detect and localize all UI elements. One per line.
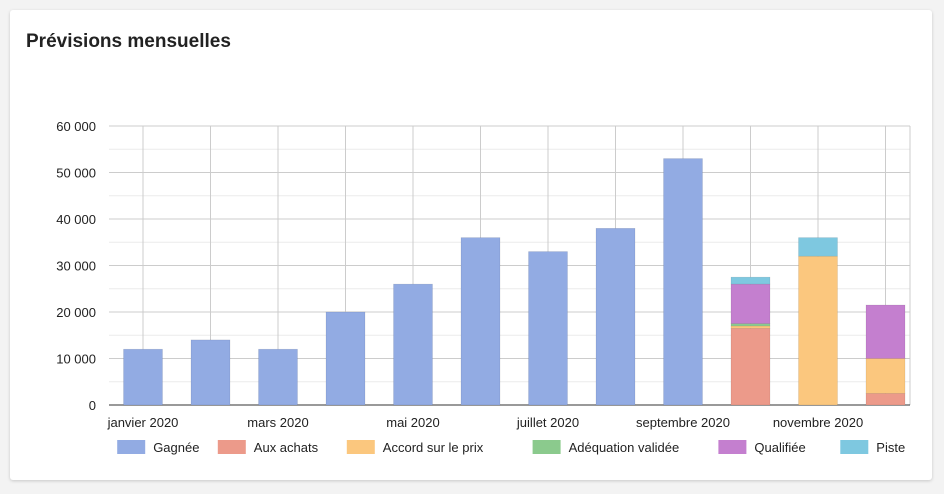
bar-segment[interactable] bbox=[730, 325, 771, 329]
bar-segment[interactable] bbox=[798, 237, 838, 257]
y-tick-label: 60 000 bbox=[56, 119, 96, 134]
y-tick-label: 40 000 bbox=[56, 212, 96, 227]
legend-item[interactable]: Piste bbox=[840, 440, 905, 455]
legend-label: Accord sur le prix bbox=[383, 440, 484, 455]
legend-swatch bbox=[718, 440, 747, 454]
bar-segment[interactable] bbox=[123, 348, 163, 406]
bar-segment[interactable] bbox=[730, 276, 771, 285]
legend-item[interactable]: Adéquation validée bbox=[532, 440, 680, 455]
legend-item[interactable]: Aux achats bbox=[217, 440, 319, 455]
x-tick-label: janvier 2020 bbox=[107, 415, 179, 430]
bar-segment[interactable] bbox=[393, 283, 433, 406]
x-tick-label: mars 2020 bbox=[247, 415, 308, 430]
y-tick-label: 30 000 bbox=[56, 259, 96, 274]
y-tick-label: 0 bbox=[89, 398, 96, 413]
bar-segment[interactable] bbox=[595, 228, 636, 406]
legend-label: Aux achats bbox=[254, 440, 319, 455]
x-tick-label: mai 2020 bbox=[386, 415, 439, 430]
y-tick-label: 50 000 bbox=[56, 166, 96, 181]
legend-item[interactable]: Qualifiée bbox=[718, 440, 806, 455]
x-tick-label: novembre 2020 bbox=[773, 415, 863, 430]
bar-segment[interactable] bbox=[865, 304, 906, 359]
x-tick-label: juillet 2020 bbox=[516, 415, 579, 430]
bar-segment[interactable] bbox=[865, 393, 906, 406]
bar-segment[interactable] bbox=[730, 323, 771, 327]
legend-item[interactable]: Accord sur le prix bbox=[346, 440, 484, 455]
card-title: Prévisions mensuelles bbox=[26, 31, 231, 52]
bar-segment[interactable] bbox=[460, 237, 501, 406]
bar-segment[interactable] bbox=[865, 358, 906, 394]
legend-swatch bbox=[840, 440, 869, 454]
bar-segment[interactable] bbox=[663, 158, 703, 406]
legend-swatch bbox=[217, 440, 246, 454]
bar-segment[interactable] bbox=[190, 339, 231, 406]
bar-segment[interactable] bbox=[730, 327, 771, 406]
legend-label: Qualifiée bbox=[754, 440, 805, 455]
bar-segment[interactable] bbox=[258, 348, 298, 406]
y-tick-label: 20 000 bbox=[56, 305, 96, 320]
legend-label: Gagnée bbox=[153, 440, 199, 455]
legend-swatch bbox=[117, 440, 146, 454]
y-tick-label: 10 000 bbox=[56, 352, 96, 367]
bar-segment[interactable] bbox=[528, 251, 568, 406]
legend-swatch bbox=[532, 440, 561, 454]
legend-swatch bbox=[346, 440, 375, 454]
bar-segment[interactable] bbox=[730, 283, 771, 324]
legend-item[interactable]: Gagnée bbox=[117, 440, 199, 455]
x-tick-label: septembre 2020 bbox=[636, 415, 730, 430]
legend-label: Adéquation validée bbox=[569, 440, 680, 455]
bar-segment[interactable] bbox=[325, 311, 366, 406]
legend-label: Piste bbox=[876, 440, 905, 455]
bar-segment[interactable] bbox=[798, 255, 838, 406]
